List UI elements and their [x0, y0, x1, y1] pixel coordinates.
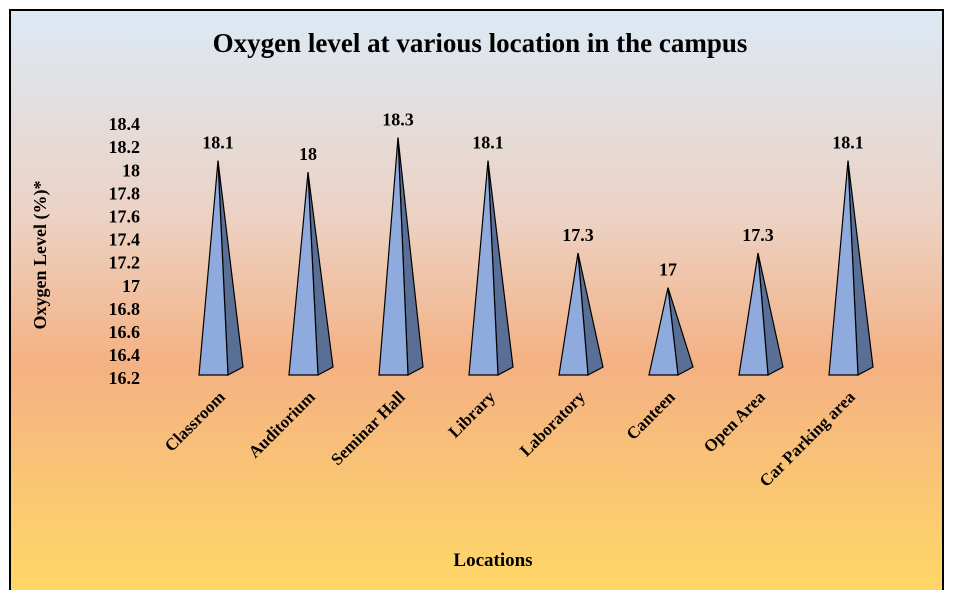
- data-label: 18: [299, 144, 317, 164]
- y-tick-label: 16.2: [109, 368, 141, 388]
- pyramid-front: [648, 287, 679, 376]
- pyramid: [288, 172, 334, 376]
- pyramid: [828, 160, 874, 376]
- pyramid-front: [828, 160, 859, 376]
- pyramid-front: [198, 160, 229, 376]
- y-tick-label: 16.6: [109, 322, 141, 342]
- x-axis-label: Locations: [453, 550, 532, 571]
- data-label: 18.3: [382, 110, 414, 130]
- y-tick-label: 18: [122, 160, 140, 180]
- data-label: 17.3: [742, 225, 774, 245]
- y-tick-label: 17.6: [109, 206, 141, 226]
- data-label: 17: [659, 260, 677, 280]
- y-tick-label: 17.4: [109, 230, 141, 250]
- pyramid: [378, 137, 424, 376]
- y-tick-label: 18.2: [109, 137, 141, 157]
- pyramid-front: [378, 137, 409, 376]
- y-tick-label: 17.2: [109, 253, 141, 273]
- y-tick-label: 17: [122, 276, 140, 296]
- y-tick-label: 17.8: [109, 183, 141, 203]
- data-label: 17.3: [562, 225, 594, 245]
- pyramid-front: [738, 252, 769, 376]
- pyramid: [558, 252, 604, 376]
- chart-title: Oxygen level at various location in the …: [213, 28, 748, 58]
- pyramid: [198, 160, 244, 376]
- pyramid: [648, 287, 694, 376]
- y-axis-label: Oxygen Level (%)*: [30, 181, 51, 330]
- pyramid: [738, 252, 784, 376]
- pyramid-front: [288, 172, 319, 376]
- data-label: 18.1: [472, 133, 504, 153]
- y-tick-label: 16.4: [109, 345, 141, 365]
- data-label: 18.1: [832, 133, 864, 153]
- data-label: 18.1: [202, 133, 234, 153]
- pyramid: [468, 160, 514, 376]
- y-tick-label: 18.4: [109, 114, 141, 134]
- pyramid-front: [558, 252, 589, 376]
- y-tick-label: 16.8: [109, 299, 141, 319]
- pyramid-front: [468, 160, 499, 376]
